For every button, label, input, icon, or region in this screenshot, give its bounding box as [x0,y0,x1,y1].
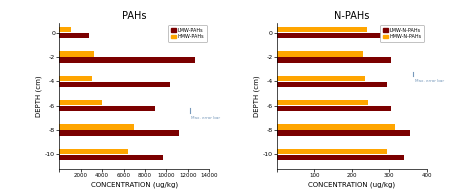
Bar [59,27,71,32]
Bar [59,100,102,105]
Y-axis label: DEPTH (cm): DEPTH (cm) [36,75,42,117]
Bar [277,51,363,57]
Bar [277,27,366,32]
Text: Max. error bar: Max. error bar [415,79,444,83]
Bar [277,155,404,160]
Bar [277,100,368,105]
Text: Max. error bar: Max. error bar [191,116,220,120]
Bar [59,124,134,130]
Bar [277,124,395,130]
Bar [59,57,195,63]
Bar [59,155,163,160]
Y-axis label: DEPTH (cm): DEPTH (cm) [253,75,260,117]
X-axis label: CONCENTRATION (ug/kg): CONCENTRATION (ug/kg) [91,181,178,188]
X-axis label: CONCENTRATION (ug/kg): CONCENTRATION (ug/kg) [308,181,395,188]
Bar [59,76,92,81]
Title: PAHs: PAHs [122,11,146,21]
Bar [277,57,391,63]
Bar [277,130,410,136]
Bar [59,130,179,136]
Bar [59,106,155,112]
Bar [59,149,128,154]
Bar [277,33,383,38]
Bar [277,82,387,87]
Title: N-PAHs: N-PAHs [334,11,369,21]
Bar [59,82,170,87]
Bar [277,76,365,81]
Bar [277,106,391,112]
Bar [277,149,387,154]
Legend: LMW-PAHs, HMW-PAHs: LMW-PAHs, HMW-PAHs [168,25,207,42]
Bar [59,51,93,57]
Bar [59,33,89,38]
Legend: LMW-N-PAHs, HMW-N-PAHs: LMW-N-PAHs, HMW-N-PAHs [380,25,424,42]
